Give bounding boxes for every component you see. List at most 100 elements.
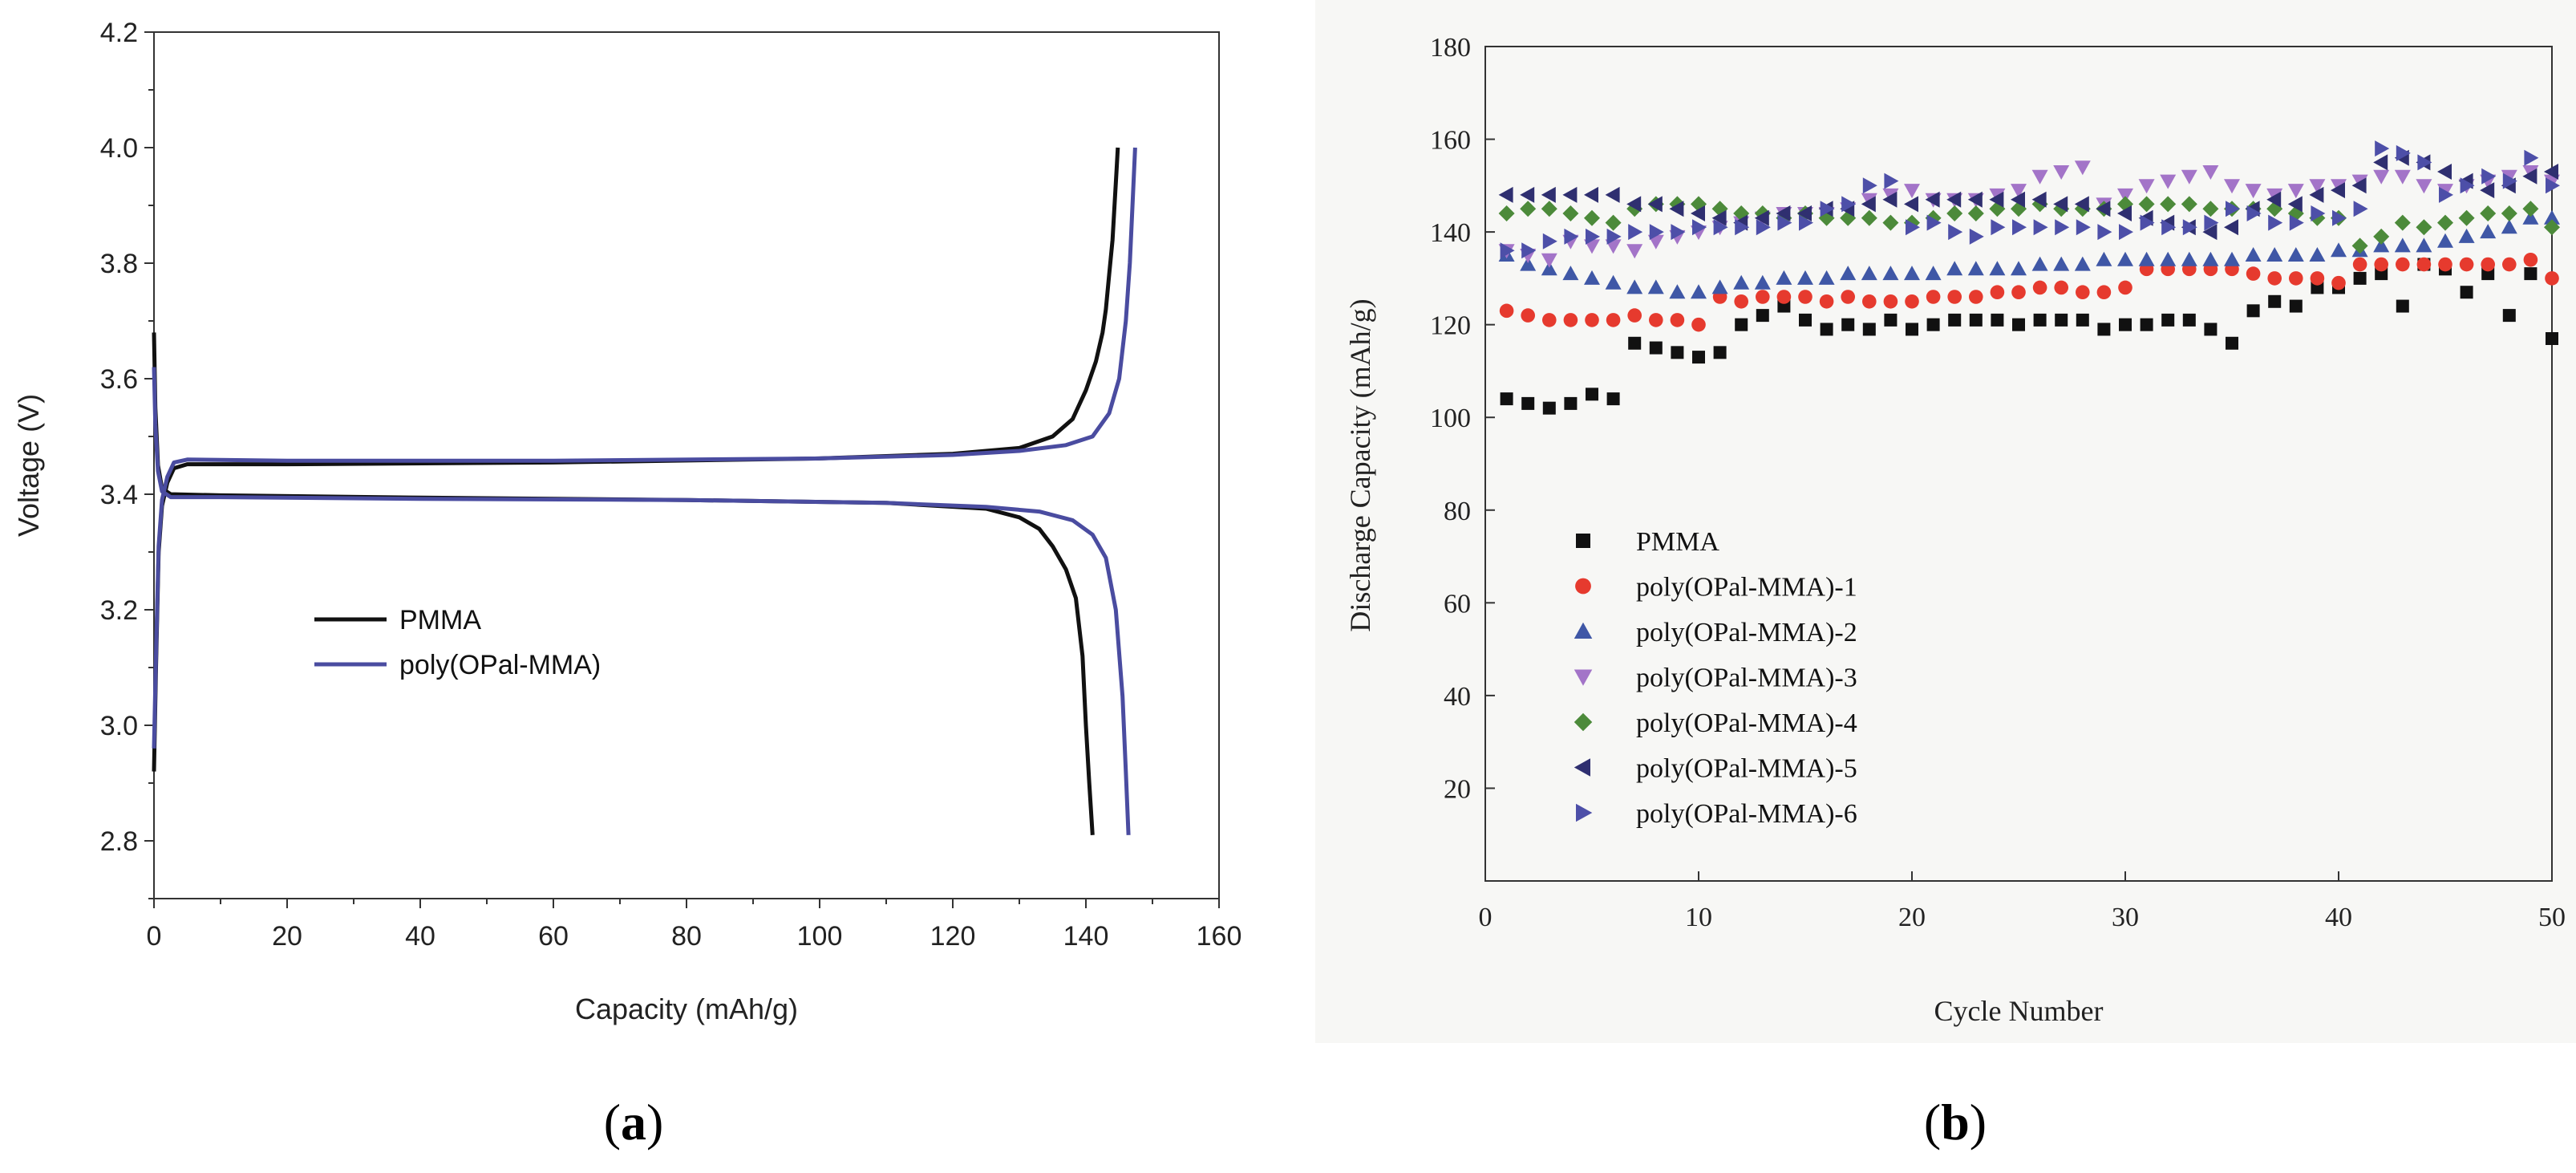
panel-b-series-3-point — [2031, 169, 2048, 185]
panel-b-series-6-point — [2140, 214, 2155, 231]
panel-b-series-0-point — [2524, 267, 2538, 281]
panel-b-series-1-point — [2438, 257, 2452, 272]
panel-b-series-2-point — [1904, 266, 1920, 281]
panel-b-series-0-point — [1521, 396, 1535, 410]
panel-b-series-1-point — [2545, 271, 2559, 286]
panel-b-series-6-point — [1500, 242, 1515, 259]
panel-b-series-6-point — [2311, 205, 2326, 221]
panel-b-series-0-point — [2119, 318, 2132, 331]
panel-b-legend-marker-1 — [1575, 578, 1591, 595]
panel-b-series-2-point — [2117, 251, 2133, 266]
panel-b-series-4-point — [1967, 205, 1984, 221]
panel-b-y-tick-label: 180 — [1430, 33, 1471, 63]
panel-b-series-6-point — [2033, 219, 2048, 236]
panel-b-series-6-point — [2332, 209, 2347, 226]
panel-b-series-1-point — [2416, 257, 2432, 272]
panel-b-series-2-point — [2416, 237, 2432, 253]
panel-a-x-tick-label: 160 — [1197, 921, 1242, 952]
panel-b-series-4-point — [2458, 209, 2475, 226]
panel-b-series-6-point — [2246, 205, 2262, 221]
panel-b-series-0-point — [2182, 313, 2196, 327]
panel-b-series-6-point — [2502, 172, 2517, 189]
panel-b-series-6-point — [1799, 214, 1813, 231]
panel-b-series-1-point — [1756, 290, 1770, 304]
panel-b-series-6-point — [1735, 219, 1750, 236]
panel-b-series-5-point — [2437, 164, 2452, 180]
panel-b-series-2-point — [1711, 279, 1728, 294]
panel-b-y-tick-label: 140 — [1430, 218, 1471, 248]
panel-b-series-4-point — [1989, 201, 2006, 217]
panel-b-series-0-point — [1692, 351, 1705, 364]
panel-b-legend-label-5: poly(OPal-MMA)-5 — [1636, 754, 1857, 784]
panel-b-series-4-point — [2394, 214, 2411, 231]
panel-b-series-2-point — [2245, 247, 2262, 262]
panel-b-series-2-point — [2501, 219, 2517, 234]
panel-b-series-0-point — [1606, 392, 1620, 406]
panel-b-series-5-point — [2373, 154, 2388, 171]
panel-b-series-2-point — [2224, 251, 2240, 266]
panel-b-series-3-point — [2245, 184, 2262, 199]
panel-a-y-tick-label: 4.2 — [100, 18, 138, 48]
panel-b-series-2-point — [1967, 261, 1984, 276]
panel-b-series-0-point — [1500, 392, 1513, 406]
panel-b-series-3-point — [1541, 253, 1557, 268]
panel-b-series-0-point — [2033, 313, 2047, 327]
panel-b-series-5-point — [2096, 201, 2111, 217]
panel-b-series-6-point — [2204, 214, 2219, 231]
panel-b-series-2-point — [2053, 256, 2070, 271]
panel-b-series-1-point — [2352, 257, 2367, 272]
panel-b-series-5-point — [1989, 191, 2004, 208]
panel-b-series-4-point — [1562, 205, 1579, 221]
panel-b-series-2-point — [1840, 266, 1857, 281]
panel-b-series-4-point — [2416, 219, 2432, 236]
panel-b-series-2-point — [1626, 279, 1643, 294]
panel-b-series-1-point — [1947, 290, 1962, 304]
panel-b-y-axis-title: Discharge Capacity (mAh/g) — [1344, 298, 1376, 631]
panel-b-series-6-point — [2289, 214, 2304, 231]
panel-a-y-tick-label: 4.0 — [100, 133, 138, 164]
panel-b-series-1-point — [2011, 285, 2026, 300]
panel-b-series-1-point — [1905, 294, 1919, 309]
panel-b-series-1-point — [1926, 290, 1941, 304]
panel-b-series-6-point — [1862, 177, 1877, 194]
panel-b-series-4-point — [2011, 201, 2027, 217]
panel-b-series-6-point — [2076, 219, 2091, 236]
panel-a-chart: 0 20 40 60 80 100 120 140 160 2.8 3.0 3.2 3.4 3.6 3.8… — [0, 0, 1267, 1151]
panel-b-series-5-point — [1967, 191, 1983, 208]
panel-b-series-2-point — [1882, 266, 1899, 281]
panel-b-series-5-point — [1776, 205, 1791, 221]
panel-b-series-6-point — [2353, 201, 2368, 217]
panel-b-series-6-point — [1991, 219, 2006, 236]
panel-b-series-4-point — [1626, 201, 1643, 217]
panel-b-series-4-point — [1882, 214, 1899, 231]
panel-b-series-3-point — [2138, 179, 2155, 194]
panel-b-series-3-point — [2373, 169, 2390, 185]
panel-b-series-2-point — [2031, 256, 2048, 271]
panel-b-series-4-point — [2053, 201, 2070, 217]
panel-b-series-3-point — [2416, 179, 2432, 194]
panel-b-series-2-point — [1861, 266, 1877, 281]
panel-a-legend-poly-label: poly(OPal-MMA) — [399, 650, 601, 680]
panel-b-legend-marker-0 — [1576, 534, 1590, 548]
panel-b-series-5-point — [1520, 186, 1535, 203]
panel-b-series-0-point — [1820, 323, 1833, 336]
panel-b-series-6-point — [1713, 219, 1728, 236]
panel-b-series-1-point — [1691, 317, 1706, 332]
panel-b-series-1-point — [2331, 275, 2346, 290]
panel-b-series-0-point — [1735, 318, 1748, 331]
panel-b-series-4-point — [1946, 205, 1963, 221]
panel-b-series-2-point — [1946, 261, 1963, 276]
panel-b-legend-marker-6 — [1576, 803, 1593, 822]
panel-b-legend-marker-4 — [1574, 712, 1593, 732]
panel-b-series-1-point — [1883, 294, 1898, 309]
panel-b-series-4-point — [1605, 214, 1622, 231]
panel-b-series-3-point — [2202, 165, 2219, 180]
panel-b-series-5-point — [2480, 182, 2495, 199]
panel-b-series-1-point — [2502, 257, 2517, 272]
panel-a-y-tick-label: 3.6 — [100, 364, 138, 395]
panel-b-series-6-point — [2161, 219, 2177, 236]
panel-b-series-6-point — [1841, 196, 1857, 213]
panel-b-series-0-point — [1969, 313, 1983, 327]
panel-b-series-6-point — [1906, 219, 1920, 236]
